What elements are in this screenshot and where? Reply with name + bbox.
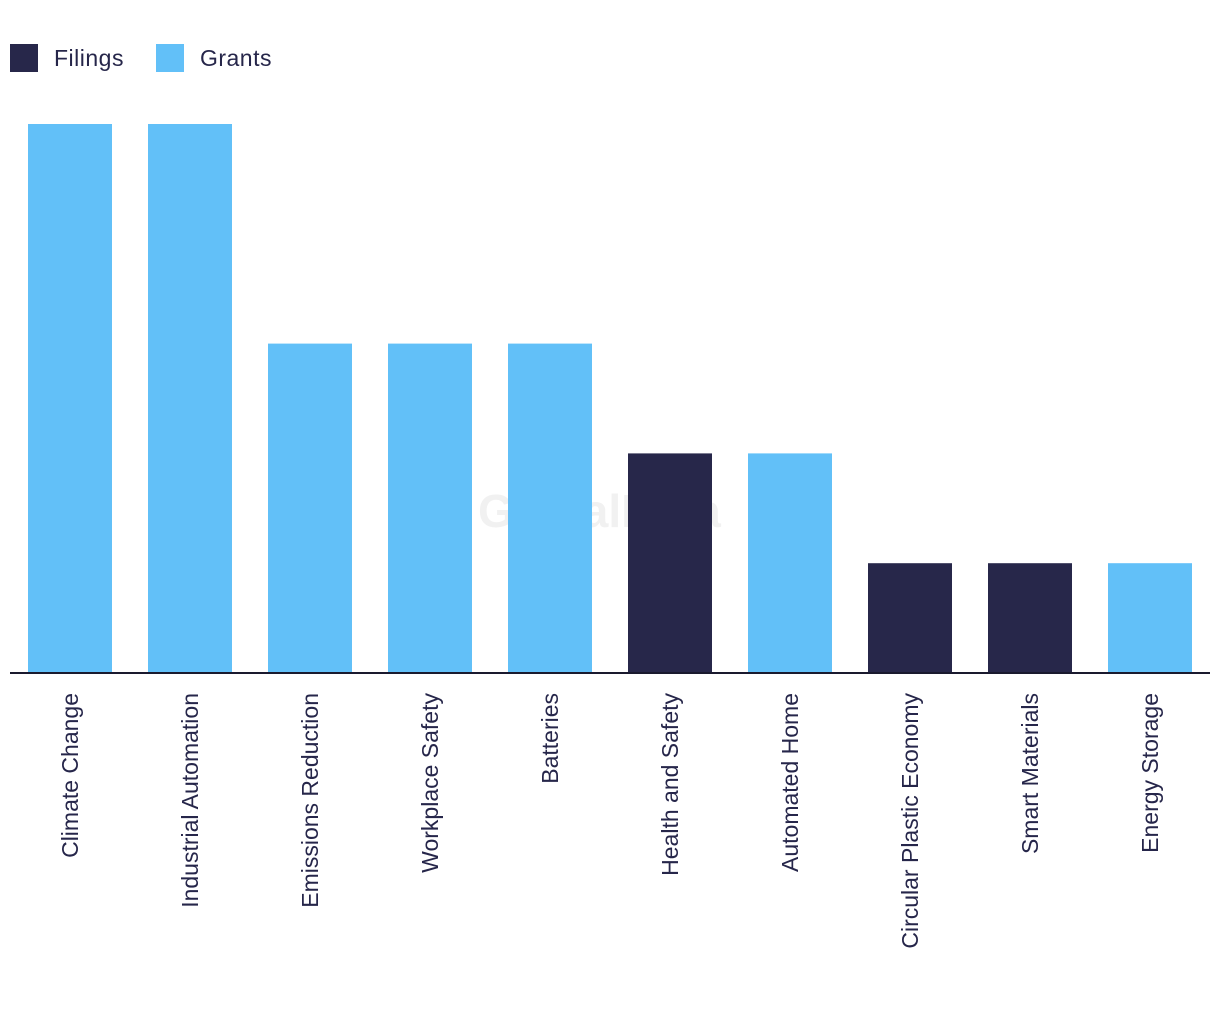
bar-circular-plastic-economy-filings[interactable]: [868, 563, 952, 673]
x-tick-label: Health and Safety: [657, 693, 683, 876]
legend-item-filings[interactable]: Filings: [10, 44, 124, 72]
bar-emissions-reduction-grants[interactable]: [268, 343, 352, 673]
x-tick-label: Batteries: [537, 693, 563, 784]
x-tick-label: Circular Plastic Economy: [897, 693, 923, 949]
x-tick-label: Climate Change: [57, 693, 83, 858]
bar-batteries-grants[interactable]: [508, 343, 592, 673]
x-tick-label: Workplace Safety: [417, 693, 443, 873]
bar-workplace-safety-grants[interactable]: [388, 343, 472, 673]
x-tick-label: Industrial Automation: [177, 693, 203, 908]
bar-energy-storage-grants[interactable]: [1108, 563, 1192, 673]
x-tick-label: Energy Storage: [1137, 693, 1163, 853]
legend-item-grants[interactable]: Grants: [155, 44, 272, 72]
legend-swatch-filings: [10, 44, 38, 72]
x-tick-label: Emissions Reduction: [297, 693, 323, 908]
bar-health-and-safety-filings[interactable]: [628, 453, 712, 673]
bar-automated-home-grants[interactable]: [748, 453, 832, 673]
bar-smart-materials-filings[interactable]: [988, 563, 1072, 673]
legend-swatch-grants: [155, 44, 184, 72]
x-tick-label: Automated Home: [777, 693, 803, 872]
legend-label-grants: Grants: [199, 44, 272, 71]
bar-industrial-automation-grants[interactable]: [148, 124, 232, 673]
legend: Filings Grants: [10, 44, 304, 72]
bar-climate-change-grants[interactable]: [28, 124, 112, 673]
x-tick-label: Smart Materials: [1017, 693, 1043, 854]
legend-label-filings: Filings: [54, 44, 124, 71]
